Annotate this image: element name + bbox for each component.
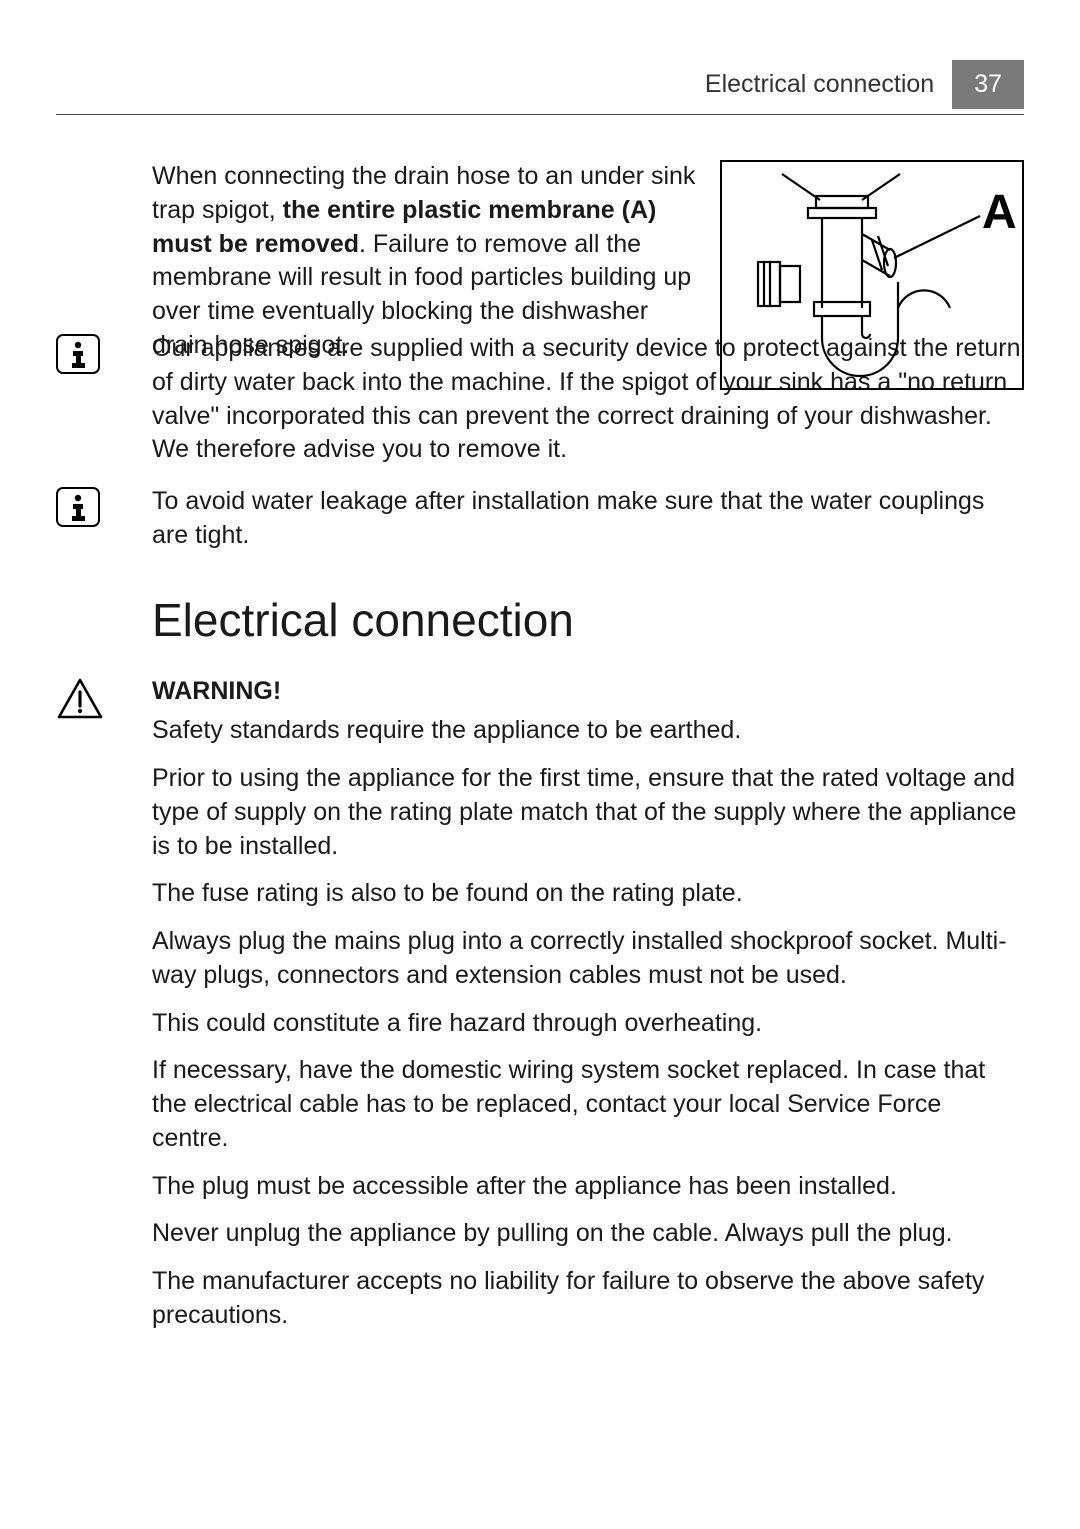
icon-column xyxy=(56,675,152,721)
icon-column xyxy=(56,332,152,374)
info-icon xyxy=(56,334,100,374)
warning-para-6: The plug must be accessible after the ap… xyxy=(152,1170,1024,1204)
warning-body: WARNING! Safety standards require the ap… xyxy=(152,675,1024,1347)
warning-para-2: The fuse rating is also to be found on t… xyxy=(152,877,1024,911)
warning-para-1: Prior to using the appliance for the fir… xyxy=(152,762,1024,863)
warning-para-0: Safety standards require the appliance t… xyxy=(152,714,1024,748)
warning-icon xyxy=(56,677,104,721)
section-heading: Electrical connection xyxy=(152,593,1024,647)
warning-para-8: The manufacturer accepts no liability fo… xyxy=(152,1265,1024,1333)
warning-label: WARNING! xyxy=(152,675,1024,709)
warning-para-7: Never unplug the appliance by pulling on… xyxy=(152,1217,1024,1251)
header-title: Electrical connection xyxy=(705,70,934,99)
warning-row: WARNING! Safety standards require the ap… xyxy=(56,675,1024,1347)
info-icon xyxy=(56,487,100,527)
info-row-2: To avoid water leakage after installatio… xyxy=(56,485,1024,553)
diagram-label-a: A xyxy=(982,186,1017,239)
page-content: When connecting the drain hose to an und… xyxy=(56,160,1024,1353)
icon-column xyxy=(56,485,152,527)
drain-trap-svg: A xyxy=(722,162,1022,392)
page-header: Electrical connection 37 xyxy=(705,60,1024,109)
page-number-badge: 37 xyxy=(952,60,1024,109)
info-text-2: To avoid water leakage after installatio… xyxy=(152,485,1024,553)
header-rule xyxy=(56,114,1024,115)
warning-para-3: Always plug the mains plug into a correc… xyxy=(152,925,1024,993)
icon-column-empty xyxy=(56,160,152,162)
drain-trap-diagram: A xyxy=(720,160,1024,390)
warning-para-5: If necessary, have the domestic wiring s… xyxy=(152,1054,1024,1155)
warning-para-4: This could constitute a fire hazard thro… xyxy=(152,1007,1024,1041)
